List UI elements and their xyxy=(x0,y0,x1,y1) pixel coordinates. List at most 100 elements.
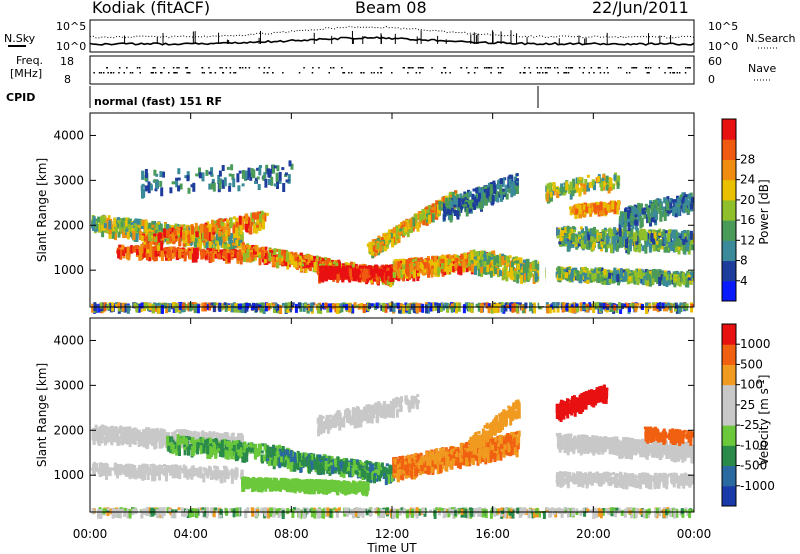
heatmap-cell xyxy=(206,252,210,256)
freq-dot xyxy=(431,67,433,69)
heatmap-cell xyxy=(227,244,231,248)
heatmap-cell xyxy=(451,266,455,272)
heatmap-cell xyxy=(215,302,219,306)
freq-dot xyxy=(669,72,672,74)
freq-dot xyxy=(154,67,156,69)
heatmap-cell xyxy=(501,178,505,188)
heatmap-cell xyxy=(253,251,257,255)
heatmap-cell xyxy=(195,241,199,248)
heatmap-cell xyxy=(241,249,245,253)
heatmap-cell xyxy=(450,303,454,307)
heatmap-cell xyxy=(488,192,492,202)
freq-dot xyxy=(539,72,541,74)
freq-dot xyxy=(485,67,488,69)
heatmap-cell xyxy=(113,217,117,227)
heatmap-cell xyxy=(140,226,144,229)
freq-dot xyxy=(118,72,120,74)
heatmap-cell xyxy=(163,251,167,254)
heatmap-cell xyxy=(476,251,480,260)
heatmap-cell xyxy=(255,224,259,234)
heatmap-cell xyxy=(100,220,104,230)
heatmap-cell xyxy=(485,302,489,309)
freq-dot xyxy=(407,72,409,74)
heatmap-cell xyxy=(237,185,241,192)
heatmap-cell xyxy=(202,231,205,241)
freq-dot xyxy=(565,72,568,74)
heatmap-cell xyxy=(407,258,411,265)
freq-dot xyxy=(208,67,210,69)
freq-dot xyxy=(554,67,556,69)
heatmap-cell xyxy=(264,178,268,188)
heatmap-cell xyxy=(326,303,330,307)
heatmap-cell xyxy=(121,244,125,248)
heatmap-cell xyxy=(448,259,451,266)
heatmap-cell xyxy=(394,261,398,271)
freq-dot xyxy=(348,72,350,74)
heatmap-cell xyxy=(308,265,312,272)
heatmap-cell xyxy=(515,303,519,313)
heatmap-cell xyxy=(372,269,376,279)
heatmap-cell xyxy=(267,179,271,185)
heatmap-cell xyxy=(169,251,173,258)
heatmap-cell xyxy=(274,303,278,310)
heatmap-cell xyxy=(359,266,362,270)
freq-dot xyxy=(673,72,676,74)
heatmap-cell xyxy=(239,225,243,235)
heatmap-cell xyxy=(432,268,436,272)
heatmap-cell xyxy=(249,225,253,235)
heatmap-cell xyxy=(248,303,251,307)
heatmap-cell xyxy=(157,304,161,314)
noise-right-label: N.Search xyxy=(746,32,796,45)
heatmap-cell xyxy=(490,304,494,314)
freq-dot xyxy=(363,72,365,74)
noise-left-tick-top: 10^5 xyxy=(56,20,86,33)
station-title: Kodiak (fitACF) xyxy=(92,0,210,17)
noise-right-tick-bottom: 10^0 xyxy=(708,40,738,53)
heatmap-cell xyxy=(465,195,468,205)
freq-dot xyxy=(225,67,228,69)
heatmap-cell xyxy=(137,218,141,225)
heatmap-cell xyxy=(440,263,444,270)
heatmap-cell xyxy=(416,261,420,271)
heatmap-cell xyxy=(344,267,347,271)
heatmap-cell xyxy=(482,268,486,275)
freq-dot xyxy=(578,67,581,69)
freq-dot xyxy=(648,72,650,74)
freq-dot xyxy=(155,72,157,74)
noise-panel-frame xyxy=(89,19,695,53)
freq-dot xyxy=(542,72,544,74)
heatmap-cell xyxy=(385,235,389,245)
heatmap-cell xyxy=(302,260,306,264)
freq-dot xyxy=(244,67,247,69)
heatmap-cell xyxy=(290,255,294,265)
heatmap-cell xyxy=(482,254,486,258)
heatmap-cell xyxy=(570,304,574,308)
heatmap-cell xyxy=(169,246,173,250)
heatmap-cell xyxy=(459,266,463,276)
heatmap-cell xyxy=(241,304,245,313)
heatmap-cell xyxy=(348,266,352,273)
heatmap-cell xyxy=(505,255,509,259)
heatmap-cell xyxy=(522,271,526,281)
heatmap-cell xyxy=(285,252,289,262)
heatmap-cell xyxy=(511,261,514,271)
heatmap-cell xyxy=(453,210,457,214)
freq-dot xyxy=(239,67,241,69)
heatmap-cell xyxy=(287,174,291,184)
heatmap-cell xyxy=(388,272,392,276)
heatmap-cell xyxy=(514,271,518,281)
heatmap-cell xyxy=(254,245,258,252)
heatmap-cell xyxy=(473,256,477,260)
heatmap-cell xyxy=(246,216,250,226)
heatmap-cell xyxy=(256,304,260,308)
heatmap-cell xyxy=(391,238,395,248)
power-heatmap-cells xyxy=(91,114,694,314)
heatmap-cell xyxy=(91,219,95,226)
heatmap-cell xyxy=(276,180,279,189)
freq-dot xyxy=(241,67,244,69)
heatmap-cell xyxy=(208,232,212,241)
heatmap-cell xyxy=(423,269,427,273)
heatmap-cell xyxy=(258,166,262,176)
heatmap-cell xyxy=(335,304,339,314)
heatmap-cell xyxy=(453,302,456,309)
